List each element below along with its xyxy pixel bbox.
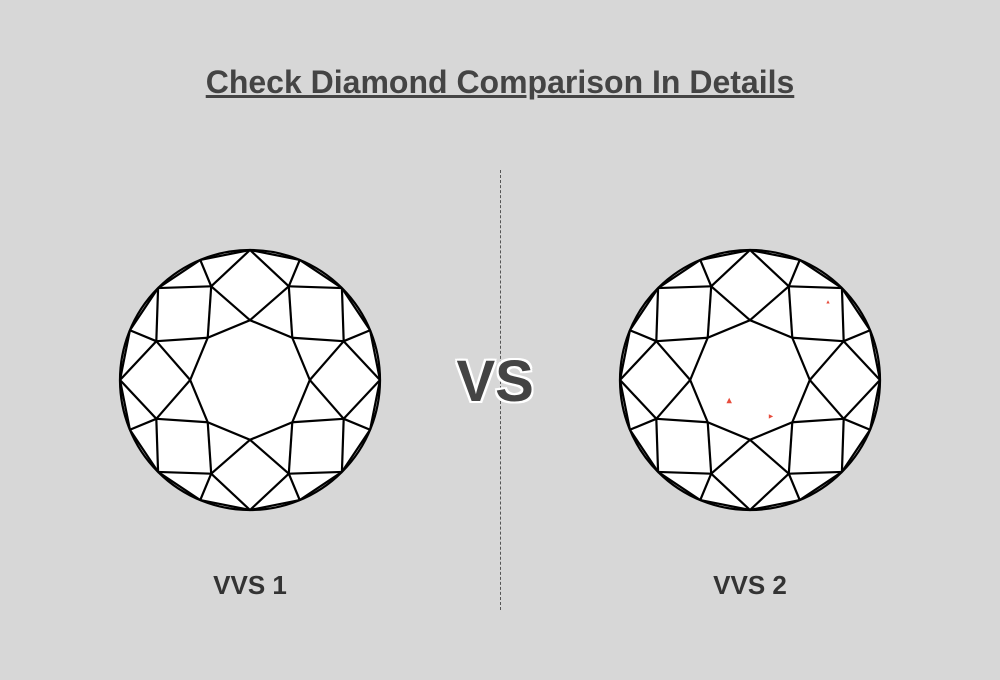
- diamond-left: [116, 246, 384, 514]
- page-title: Check Diamond Comparison In Details: [0, 64, 1000, 101]
- vs-label: VS: [457, 348, 534, 415]
- comparison-infographic: Check Diamond Comparison In Details VS V…: [0, 0, 1000, 680]
- label-left: VVS 1: [120, 570, 380, 601]
- label-right: VVS 2: [620, 570, 880, 601]
- diamond-right: [616, 246, 884, 514]
